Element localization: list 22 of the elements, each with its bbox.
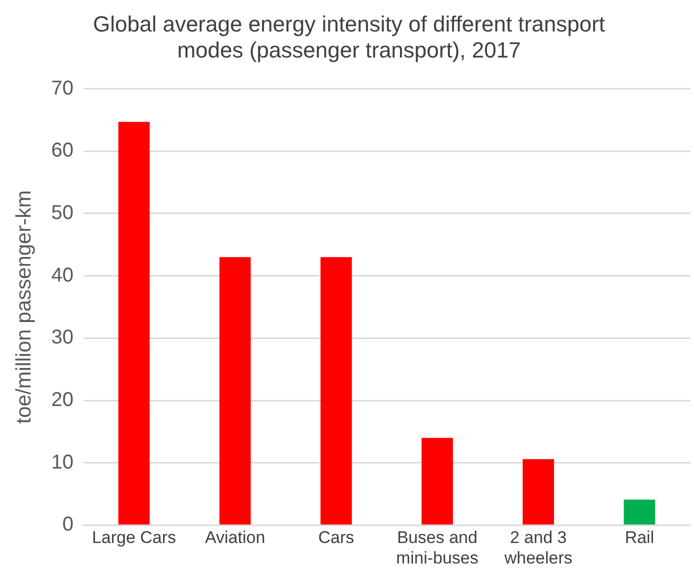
x-tick-label: Cars [318, 528, 354, 548]
x-tick-label: Large Cars [92, 528, 176, 548]
y-tick-label: 20 [51, 389, 74, 412]
y-tick-label: 50 [51, 202, 74, 224]
x-tick-label: 2 and 3 wheelers [503, 528, 572, 568]
y-tick-label: 70 [51, 77, 74, 100]
bar [118, 122, 150, 524]
x-tick-label: Aviation [204, 528, 266, 548]
bar [624, 500, 656, 524]
y-tick-label: 40 [51, 264, 74, 286]
bar [522, 459, 554, 524]
x-tick-label: Buses and mini-buses [396, 528, 478, 568]
bar [422, 438, 453, 524]
y-axis-title: toe/million passenger-km [12, 190, 36, 424]
y-tick-label: 30 [51, 326, 74, 349]
chart-title: Global average energy intensity of different transport modes (passenger transport), 2017 [92, 11, 606, 63]
y-tick-label: 10 [51, 451, 74, 474]
y-tick-label: 60 [51, 140, 74, 162]
bar [219, 257, 251, 524]
y-tick-label: 0 [62, 514, 74, 536]
x-tick-label: Rail [624, 528, 654, 548]
bar [320, 257, 352, 524]
